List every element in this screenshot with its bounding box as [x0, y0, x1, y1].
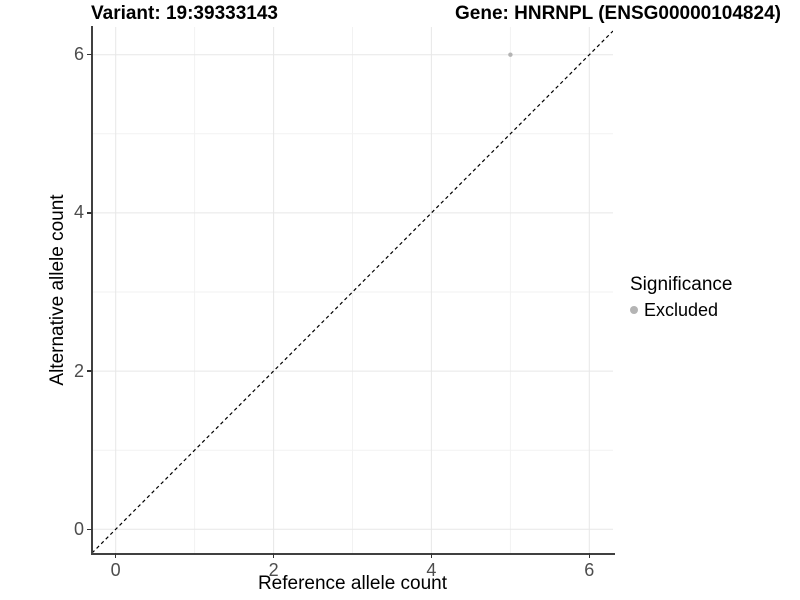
x-axis-title: Reference allele count — [257, 573, 448, 594]
x-tick-mark — [114, 553, 117, 558]
y-tick-mark — [87, 528, 92, 531]
y-tick-mark — [87, 53, 92, 56]
plot-title-variant: Variant: 19:39333143 — [91, 3, 278, 24]
y-tick-label: 4 — [73, 202, 84, 223]
y-axis-title: Alternative allele count — [47, 194, 68, 386]
x-tick-mark — [272, 553, 275, 558]
y-tick-label: 0 — [73, 518, 84, 539]
plot-panel — [92, 27, 613, 553]
y-axis-line — [91, 26, 93, 554]
data-point — [508, 52, 513, 57]
legend-item-excluded: Excluded — [630, 300, 732, 321]
x-tick-mark — [430, 553, 433, 558]
x-axis-line — [91, 553, 615, 555]
legend-item-label: Excluded — [644, 299, 719, 320]
y-tick-label: 2 — [73, 360, 84, 381]
x-tick-label: 2 — [268, 560, 279, 580]
x-tick-label: 4 — [426, 560, 437, 580]
y-tick-label: 6 — [73, 44, 84, 65]
legend: Significance Excluded — [630, 274, 732, 320]
legend-point-icon — [630, 306, 638, 315]
y-tick-mark — [87, 370, 92, 372]
x-tick-label: 6 — [584, 560, 595, 580]
legend-title: Significance — [630, 274, 733, 295]
x-tick-mark — [588, 553, 591, 558]
plot-title-gene: Gene: HNRNPL (ENSG00000104824) — [455, 3, 781, 24]
x-tick-label: 0 — [110, 560, 121, 580]
y-tick-mark — [87, 212, 92, 214]
